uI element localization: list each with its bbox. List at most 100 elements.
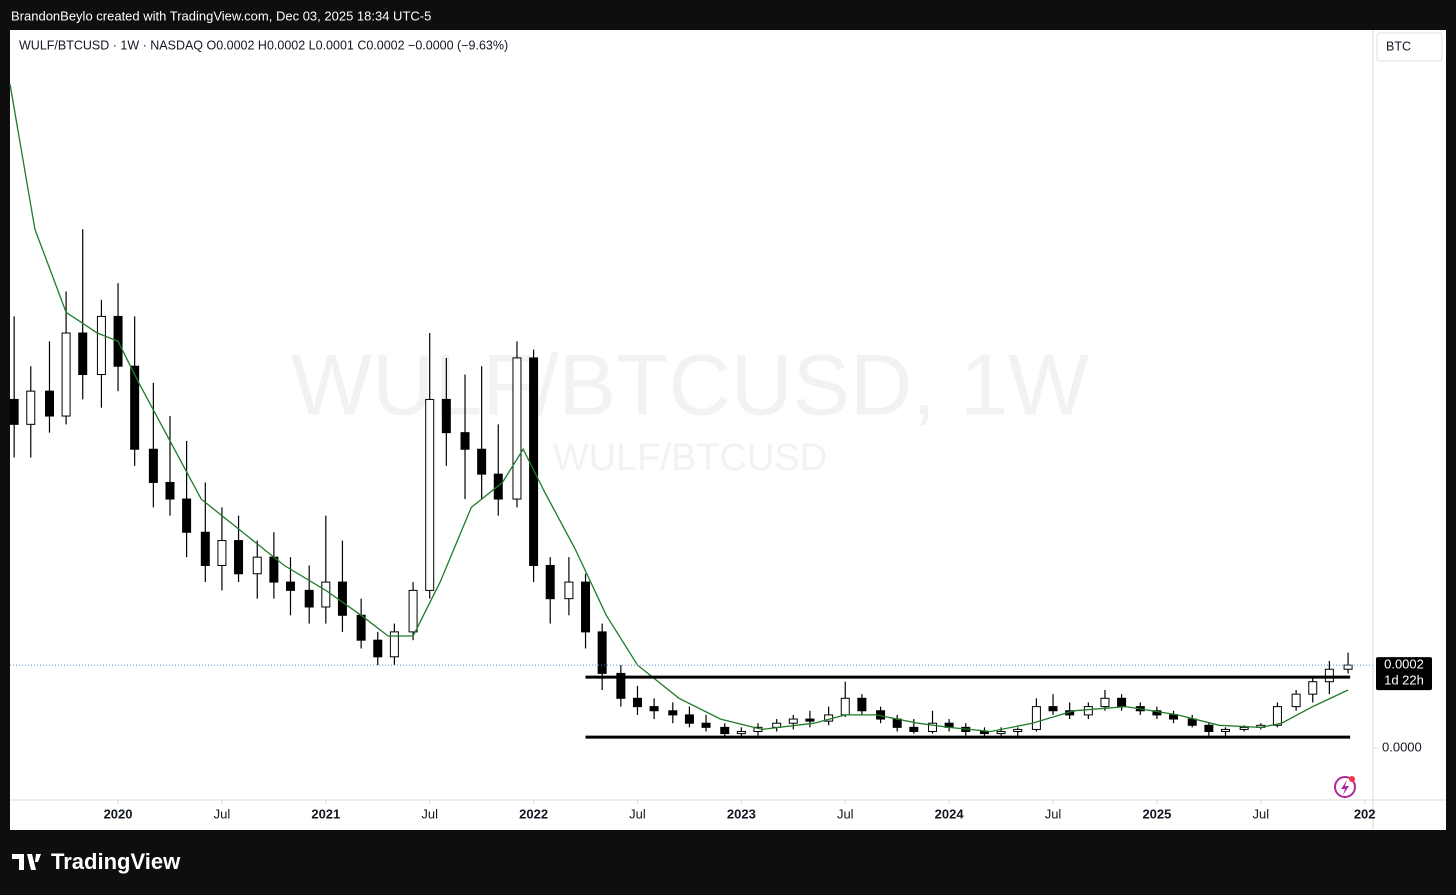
candle-body xyxy=(408,589,418,633)
x-tick-label: 2024 xyxy=(935,806,965,821)
alert-bolt[interactable] xyxy=(1341,780,1349,795)
candle-body xyxy=(1272,706,1282,726)
candle-body xyxy=(668,710,678,716)
candle-body xyxy=(1324,668,1334,683)
candle-body xyxy=(477,448,487,475)
countdown: 1d 22h xyxy=(1384,673,1424,688)
candle-body xyxy=(840,697,850,716)
x-tick-label: 2021 xyxy=(311,806,340,821)
candle-body xyxy=(701,722,711,728)
candle-body xyxy=(805,718,815,722)
candle-body xyxy=(96,315,106,376)
candle-body xyxy=(26,390,36,425)
currency[interactable]: BTC xyxy=(1386,39,1411,53)
candle-body xyxy=(857,697,867,712)
candle-body xyxy=(545,564,555,600)
candle-body xyxy=(720,726,730,735)
candle-body xyxy=(616,672,626,699)
candle-body xyxy=(234,540,244,575)
candle-body xyxy=(373,639,383,658)
x-tick-label: Jul xyxy=(629,806,646,821)
candle-body xyxy=(200,531,210,566)
x-tick-label: Jul xyxy=(1045,806,1062,821)
candle-body xyxy=(1204,724,1214,733)
x-tick-label: 2025 xyxy=(1142,806,1171,821)
candle-body xyxy=(1031,706,1041,730)
candle-body xyxy=(165,481,175,500)
alert-dot[interactable] xyxy=(1349,776,1355,782)
candle-body xyxy=(632,697,642,708)
candle-body xyxy=(1291,693,1301,708)
watermark: WULF/BTCUSD, 1W xyxy=(291,338,1089,434)
candle-body xyxy=(389,631,399,658)
header: BrandonBeylo created with TradingView.co… xyxy=(11,8,431,23)
candle-body xyxy=(337,581,347,616)
candle-body xyxy=(285,581,295,591)
candle-body xyxy=(529,357,539,566)
last-price-label: 0.0002 xyxy=(1384,657,1424,672)
candle-body xyxy=(356,614,366,641)
candle-body xyxy=(78,332,88,376)
candle-body xyxy=(304,589,314,608)
candle-body xyxy=(1117,697,1127,708)
candle-body xyxy=(512,357,522,500)
last-price-box xyxy=(1376,657,1432,691)
watermark-sub: WULF/BTCUSD xyxy=(553,437,827,479)
alert-circle[interactable] xyxy=(1334,776,1356,798)
candle-body xyxy=(597,631,607,674)
candle-body xyxy=(269,556,279,583)
candle-body xyxy=(441,398,451,434)
candle-body xyxy=(1083,706,1093,716)
currency-box[interactable] xyxy=(1376,32,1443,62)
candle-body xyxy=(684,714,694,724)
candle-body xyxy=(9,398,19,425)
brand-logo xyxy=(12,854,41,870)
candle-body xyxy=(61,332,71,417)
x-tick-label: 2023 xyxy=(727,806,756,821)
candle-body xyxy=(425,398,435,591)
candle-body xyxy=(1187,718,1197,726)
x-tick-label: Jul xyxy=(214,806,231,821)
candle-body xyxy=(564,581,574,600)
x-tick-label: Jul xyxy=(1252,806,1269,821)
candle-body xyxy=(892,718,902,728)
candle-body xyxy=(1013,728,1023,733)
candle-body xyxy=(148,448,158,483)
x-tick-label: Jul xyxy=(421,806,438,821)
x-tick-label: 2020 xyxy=(104,806,133,821)
candle-body xyxy=(217,540,227,566)
plot xyxy=(9,83,1373,739)
x-tick-label: 202 xyxy=(1354,806,1376,821)
candle-body xyxy=(321,581,331,608)
candle-body xyxy=(130,365,140,450)
candle-body xyxy=(1239,726,1249,730)
candle-body xyxy=(649,706,659,712)
candle-body xyxy=(1308,681,1318,695)
logo-mark xyxy=(12,854,41,870)
candle-body xyxy=(1048,706,1058,712)
candle-body xyxy=(996,731,1006,735)
candle-body xyxy=(1100,697,1110,708)
candle-body xyxy=(928,722,938,733)
moving-average xyxy=(9,83,1349,733)
candle-body xyxy=(460,432,470,450)
candle-body xyxy=(252,556,262,575)
candle-body xyxy=(1343,664,1353,670)
x-tick-label: Jul xyxy=(837,806,854,821)
alert-icon[interactable] xyxy=(1334,776,1356,798)
candle-body xyxy=(1220,728,1230,733)
x-tick-label: 2022 xyxy=(519,806,548,821)
candle-body xyxy=(909,726,919,733)
chart-panel xyxy=(10,30,1446,830)
candle-body xyxy=(44,390,54,417)
brand: TradingView xyxy=(51,849,181,874)
candle-body xyxy=(581,581,591,633)
legend: WULF/BTCUSD · 1W · NASDAQ O0.0002 H0.000… xyxy=(19,38,508,52)
candle-body xyxy=(736,731,746,735)
candle-body xyxy=(979,731,989,735)
y-tick-label: 0.0000 xyxy=(1382,740,1422,755)
candle-body xyxy=(1169,714,1179,720)
candle-body xyxy=(788,718,798,724)
candle-body xyxy=(182,498,192,533)
